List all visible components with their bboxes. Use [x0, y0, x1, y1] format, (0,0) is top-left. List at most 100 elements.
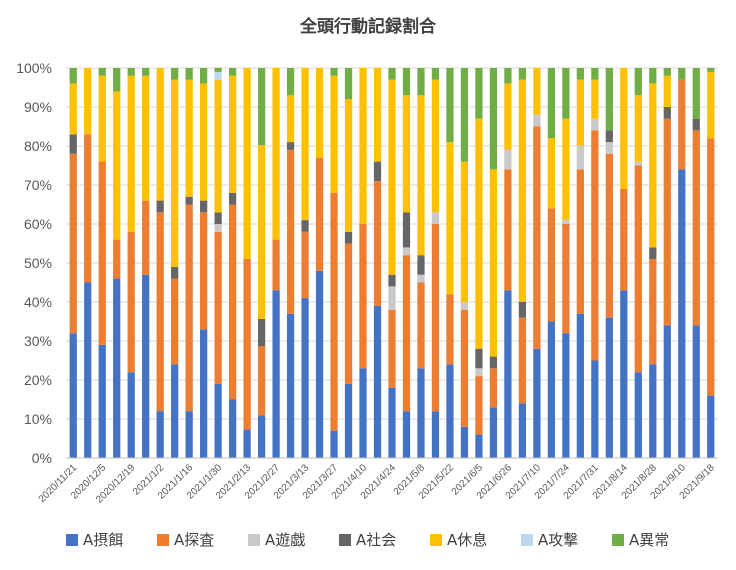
- bar-segment: [533, 348, 541, 458]
- bar-segment: [127, 372, 135, 458]
- bar-segment: [649, 259, 657, 365]
- bar-segment: [547, 208, 555, 322]
- bar-segment: [475, 368, 483, 377]
- bar-segment: [330, 430, 338, 458]
- legend-label: A攻撃: [538, 531, 578, 549]
- bar-stack: [562, 68, 570, 458]
- bar-stack: [142, 68, 150, 458]
- bar-stack: [446, 68, 454, 458]
- y-axis-ticks: 0% 10% 20% 30% 40% 50% 60% 70% 80% 90% 100%: [16, 60, 52, 466]
- bar-segment: [214, 224, 222, 232]
- bar-segment: [417, 95, 425, 256]
- bar-segment: [533, 114, 541, 127]
- bar-segment: [257, 415, 266, 458]
- bar-segment: [605, 130, 613, 143]
- bar-segment: [84, 134, 92, 283]
- bar-segment: [257, 145, 266, 319]
- bar-segment: [576, 313, 584, 458]
- bar-segment: [475, 118, 483, 349]
- bar-stack: [431, 68, 440, 458]
- bar-stack: [649, 68, 657, 458]
- y-tick-label: 60%: [24, 216, 52, 232]
- bar-segment: [69, 83, 77, 135]
- bar-segment: [605, 142, 613, 154]
- bar-stack: [547, 68, 555, 458]
- bar-segment: [171, 79, 179, 267]
- legend-label: A探査: [174, 531, 214, 549]
- bar-segment: [417, 368, 425, 458]
- bar-segment: [504, 68, 512, 84]
- bar-segment: [243, 68, 251, 259]
- bar-segment: [402, 255, 411, 412]
- bar-segment: [649, 83, 657, 248]
- bar-segment: [286, 142, 295, 150]
- bar-segment: [200, 83, 208, 201]
- bar-stack: [200, 68, 208, 458]
- bar-segment: [692, 130, 700, 326]
- y-tick-label: 20%: [24, 372, 52, 388]
- bar-segment: [69, 153, 77, 334]
- bar-segment: [663, 107, 671, 119]
- bar-stack: [113, 68, 121, 458]
- bar-segment: [257, 68, 266, 146]
- bar-segment: [301, 298, 309, 458]
- bar-segment: [388, 79, 396, 275]
- bar-stack: [185, 68, 193, 458]
- bar-segment: [489, 368, 498, 408]
- bar-segment: [142, 75, 150, 201]
- bar-segment: [359, 68, 367, 224]
- bar-segment: [373, 161, 382, 182]
- y-tick-label: 0%: [32, 450, 52, 466]
- bar-segment: [634, 161, 642, 166]
- bar-segment: [417, 68, 425, 96]
- bar-segment: [200, 68, 208, 84]
- bar-segment: [229, 68, 237, 76]
- bar-segment: [142, 68, 150, 76]
- bar-stack: [634, 68, 642, 458]
- bar-segment: [113, 68, 121, 92]
- bar-segment: [229, 399, 237, 458]
- bar-segment: [663, 325, 671, 458]
- bar-stack: [229, 68, 237, 458]
- bar-segment: [649, 364, 657, 458]
- bar-segment: [301, 231, 309, 299]
- bar-stack: [156, 68, 164, 458]
- bar-segment: [504, 290, 512, 458]
- bar-segment: [489, 169, 498, 357]
- legend-swatch: [66, 534, 78, 546]
- bar-segment: [388, 387, 396, 458]
- bar-segment: [344, 243, 353, 384]
- bar-segment: [504, 169, 512, 291]
- bar-segment: [707, 71, 715, 139]
- bar-segment: [330, 68, 338, 76]
- bar-segment: [576, 68, 584, 80]
- bar-segment: [576, 146, 584, 170]
- bar-segment: [185, 411, 193, 458]
- bar-segment: [533, 126, 541, 349]
- bar-segment: [460, 309, 469, 427]
- bar-segment: [591, 360, 599, 458]
- bar-stack: [475, 68, 483, 458]
- bar-segment: [315, 157, 324, 271]
- bar-segment: [286, 68, 295, 96]
- bar-segment: [460, 161, 469, 302]
- bar-segment: [388, 274, 396, 287]
- legend: A摂餌 A探査 A遊戯 A社会 A休息 A攻撃 A異常: [66, 531, 669, 549]
- bar-segment: [562, 68, 570, 119]
- bar-segment: [344, 68, 353, 100]
- bar-segment: [272, 68, 280, 240]
- bar-stack: [417, 68, 425, 458]
- bar-segment: [171, 266, 179, 279]
- bar-segment: [562, 224, 570, 334]
- bar-segment: [634, 68, 642, 96]
- bar-stack: [692, 68, 700, 458]
- legend-label: A遊戯: [265, 531, 305, 549]
- bar-segment: [214, 68, 222, 72]
- y-tick-label: 80%: [24, 138, 52, 154]
- y-tick-label: 40%: [24, 294, 52, 310]
- bar-segment: [576, 79, 584, 146]
- bar-segment: [142, 274, 150, 458]
- bar-stack: [504, 68, 512, 458]
- bar-segment: [620, 188, 628, 291]
